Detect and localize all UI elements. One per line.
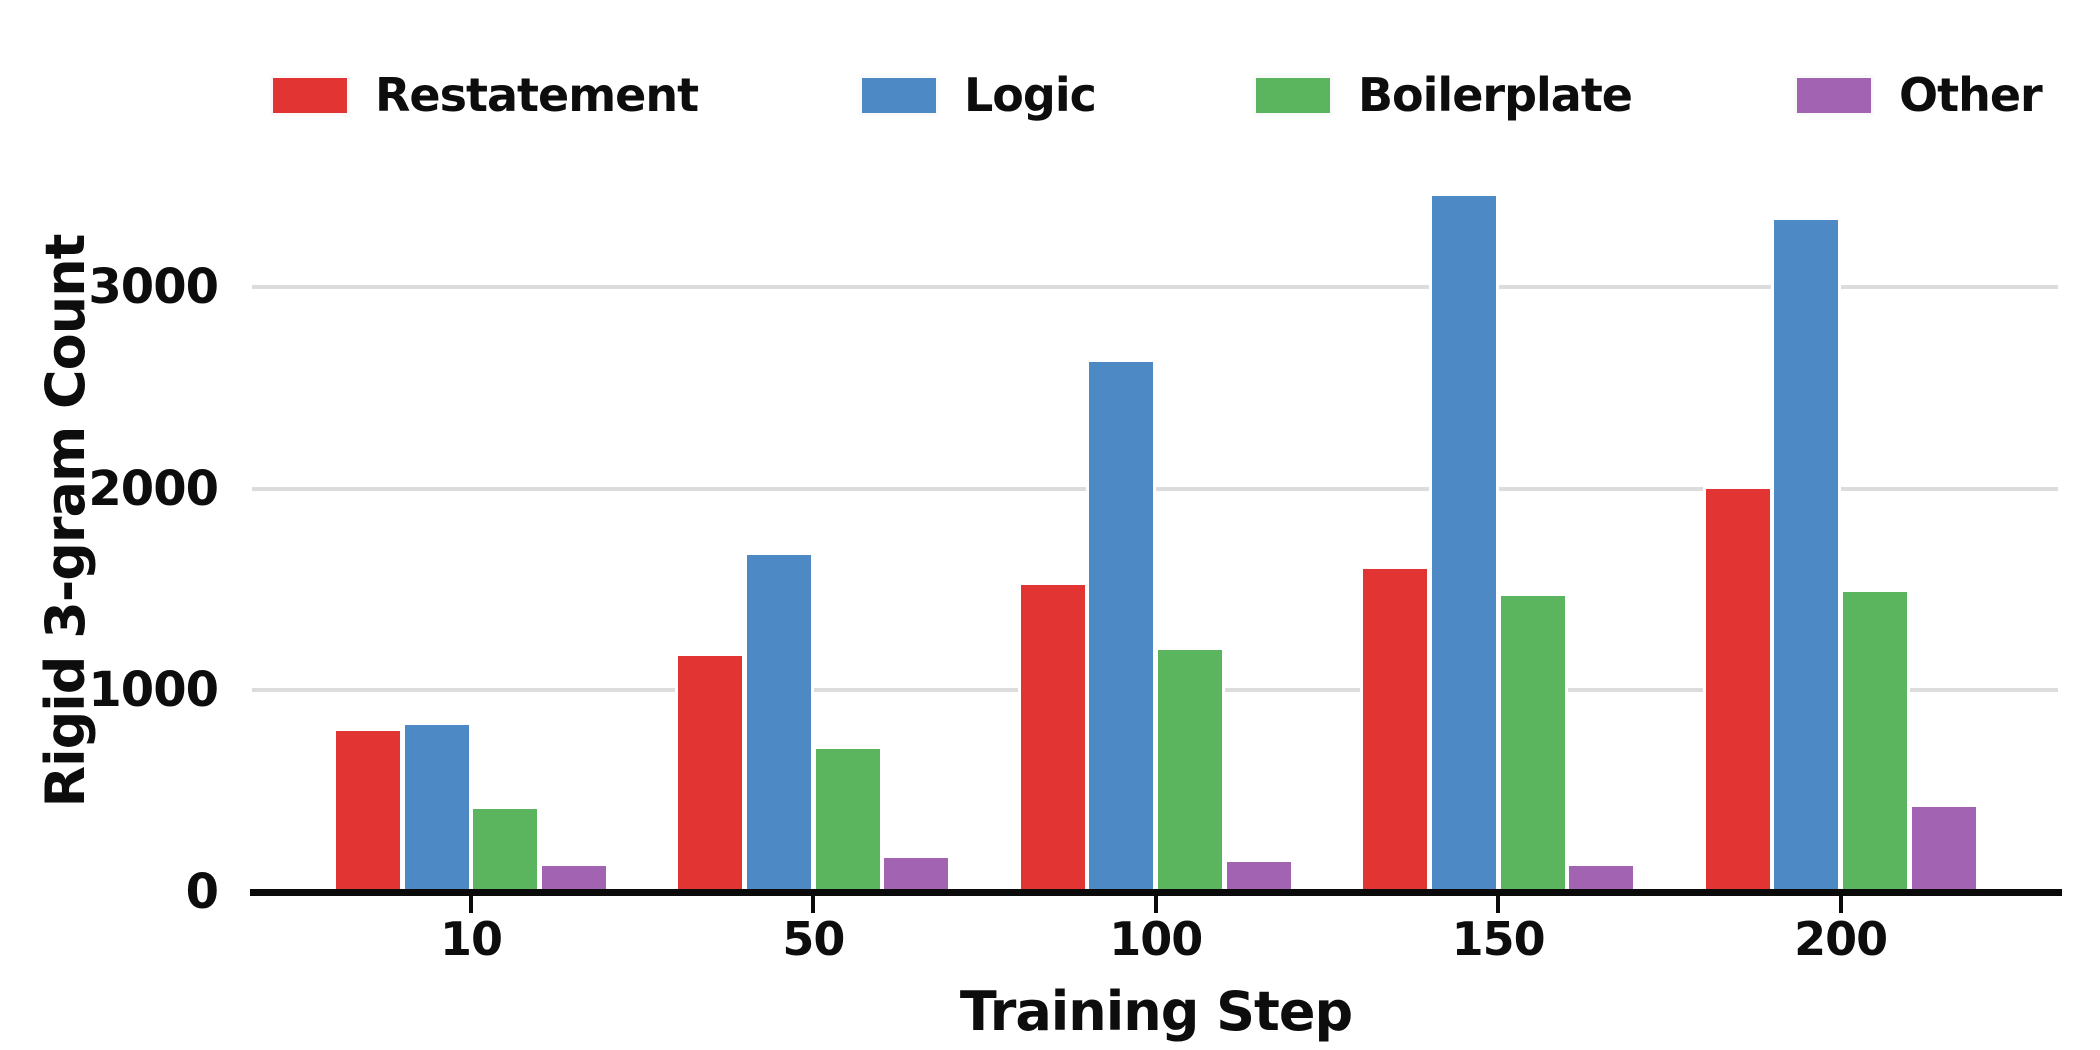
legend-label-restatement: Restatement (375, 68, 699, 122)
bar-logic-50 (747, 555, 812, 892)
bar-boilerplate-150 (1500, 596, 1565, 892)
legend-swatch-logic-icon (862, 77, 936, 113)
legend-label-logic: Logic (964, 68, 1097, 122)
bar-logic-200 (1774, 220, 1839, 892)
bar-boilerplate-10 (473, 809, 538, 892)
bar-logic-10 (404, 725, 469, 892)
bar-other-150 (1569, 866, 1634, 892)
x-tick-label-10: 10 (439, 912, 503, 966)
bar-restatement-50 (678, 656, 743, 892)
x-tick-150 (1496, 896, 1501, 913)
legend-swatch-other-icon (1797, 77, 1871, 113)
y-tick-label-3000: 3000 (88, 259, 219, 315)
legend-label-boilerplate: Boilerplate (1358, 68, 1633, 122)
legend-item-boilerplate: Boilerplate (1256, 68, 1633, 122)
x-axis-line (250, 889, 2062, 896)
bar-logic-150 (1431, 196, 1496, 892)
y-tick-label-0: 0 (185, 864, 219, 920)
x-tick-50 (811, 896, 816, 913)
bar-boilerplate-100 (1158, 650, 1223, 892)
x-tick-200 (1838, 896, 1843, 913)
legend-item-restatement: Restatement (273, 68, 699, 122)
bar-other-200 (1911, 807, 1976, 892)
gridline-3000 (252, 285, 2058, 289)
bar-boilerplate-200 (1842, 592, 1907, 892)
bar-restatement-150 (1363, 569, 1428, 892)
bar-boilerplate-50 (815, 749, 880, 892)
x-axis-title: Training Step (959, 980, 1353, 1043)
bar-restatement-10 (335, 731, 400, 892)
x-tick-label-200: 200 (1794, 912, 1888, 966)
gridline-1000 (252, 688, 2058, 693)
bar-other-50 (884, 858, 949, 892)
bar-restatement-100 (1020, 585, 1085, 892)
bar-other-10 (542, 866, 607, 892)
x-tick-label-50: 50 (782, 912, 845, 966)
bar-other-100 (1226, 862, 1291, 892)
legend-swatch-restatement-icon (273, 77, 347, 113)
x-tick-100 (1153, 896, 1158, 913)
x-tick-label-100: 100 (1109, 912, 1203, 966)
bar-restatement-200 (1705, 489, 1770, 892)
legend-swatch-boilerplate-icon (1256, 77, 1330, 113)
gridline-2000 (252, 486, 2058, 491)
plot-area (252, 166, 2060, 892)
legend: Restatement Logic Boilerplate Other (0, 0, 2100, 150)
x-tick-10 (469, 896, 473, 913)
y-tick-label-2000: 2000 (88, 460, 219, 517)
bar-logic-100 (1089, 362, 1154, 892)
legend-item-other: Other (1797, 68, 2043, 122)
x-tick-label-150: 150 (1451, 912, 1546, 966)
legend-item-logic: Logic (862, 68, 1097, 122)
y-tick-label-1000: 1000 (88, 662, 219, 719)
legend-label-other: Other (1899, 68, 2043, 122)
